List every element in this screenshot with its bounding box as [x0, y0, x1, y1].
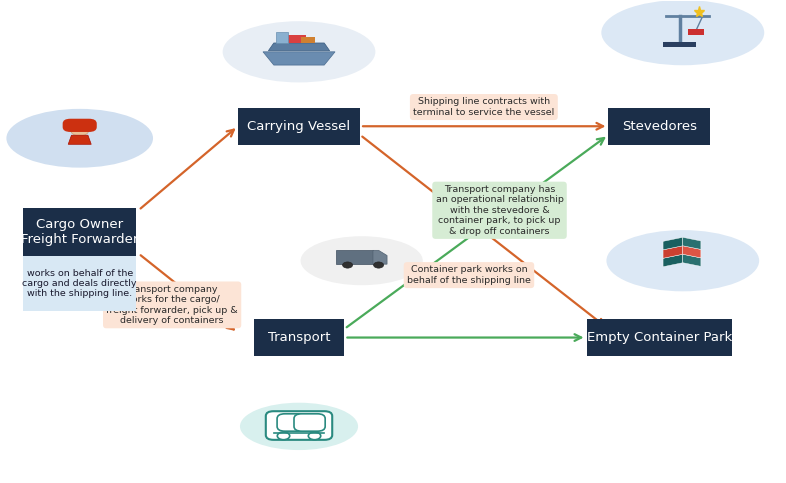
Ellipse shape [222, 21, 376, 83]
Polygon shape [68, 135, 91, 144]
Text: Transport: Transport [268, 331, 330, 344]
FancyBboxPatch shape [288, 35, 307, 43]
Polygon shape [373, 250, 387, 264]
FancyBboxPatch shape [301, 37, 315, 43]
Polygon shape [663, 237, 683, 250]
Text: Transport company has
an operational relationship
with the stevedore &
container: Transport company has an operational rel… [435, 185, 564, 236]
Circle shape [277, 432, 290, 440]
FancyBboxPatch shape [276, 32, 288, 43]
Text: Transport company
works for the cargo/
freight forwarder, pick up &
delivery of : Transport company works for the cargo/ f… [106, 285, 238, 325]
Polygon shape [683, 254, 701, 266]
FancyBboxPatch shape [277, 414, 308, 431]
Ellipse shape [6, 109, 153, 168]
Polygon shape [263, 52, 335, 65]
Polygon shape [663, 254, 683, 267]
FancyBboxPatch shape [688, 28, 704, 35]
Text: Carrying Vessel: Carrying Vessel [248, 120, 351, 133]
FancyBboxPatch shape [336, 250, 373, 264]
Text: Container park works on
behalf of the shipping line: Container park works on behalf of the sh… [407, 266, 531, 285]
Text: Shipping line contracts with
terminal to service the vessel: Shipping line contracts with terminal to… [413, 98, 554, 117]
Polygon shape [683, 237, 701, 249]
FancyBboxPatch shape [63, 119, 97, 132]
Ellipse shape [240, 403, 358, 450]
FancyBboxPatch shape [254, 319, 344, 356]
FancyBboxPatch shape [23, 208, 137, 256]
Polygon shape [268, 43, 329, 51]
FancyBboxPatch shape [608, 108, 711, 145]
Circle shape [308, 432, 321, 440]
Circle shape [71, 125, 89, 136]
FancyBboxPatch shape [23, 256, 137, 311]
Polygon shape [663, 246, 683, 258]
Ellipse shape [607, 230, 759, 291]
FancyBboxPatch shape [294, 414, 325, 431]
Polygon shape [683, 246, 701, 258]
FancyBboxPatch shape [238, 108, 360, 145]
FancyBboxPatch shape [663, 42, 696, 47]
Ellipse shape [601, 0, 764, 65]
Text: Stevedores: Stevedores [622, 120, 697, 133]
Text: works on behalf of the
cargo and deals directly
with the shipping line.: works on behalf of the cargo and deals d… [23, 269, 137, 298]
FancyBboxPatch shape [266, 411, 332, 440]
Ellipse shape [300, 236, 423, 285]
Circle shape [373, 262, 384, 268]
Text: Cargo Owner
Freight Forwarder: Cargo Owner Freight Forwarder [21, 218, 138, 246]
Text: Empty Container Park: Empty Container Park [586, 331, 732, 344]
Circle shape [343, 262, 353, 268]
FancyBboxPatch shape [587, 319, 732, 356]
